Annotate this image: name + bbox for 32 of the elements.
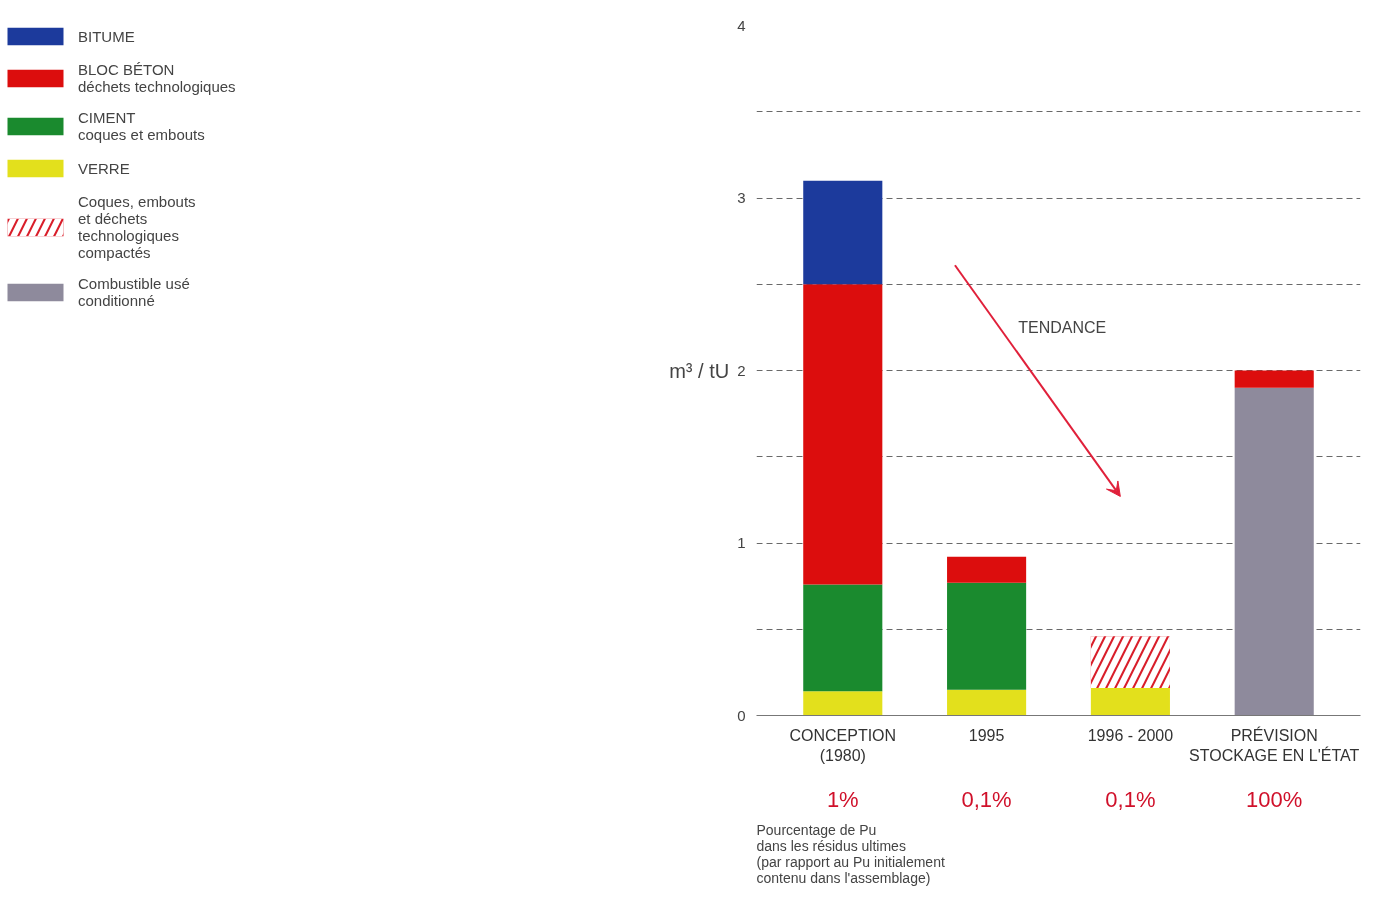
y-tick-label: 4 <box>737 16 746 34</box>
y-axis-title: m³ / tU <box>669 359 730 382</box>
x-tick-label: 1996 - 2000 <box>1087 726 1174 744</box>
bar <box>803 284 883 585</box>
y-tick-label: 2 <box>737 361 746 379</box>
bar <box>947 556 1027 583</box>
legend-label: CIMENT coques et embouts <box>78 109 205 143</box>
bar <box>947 582 1027 690</box>
bar <box>1234 387 1314 716</box>
x-tick-label: CONCEPTION (1980) <box>789 726 897 764</box>
annotation: TENDANCE <box>1018 318 1107 336</box>
text: Pourcentage de Pu dans les résidus ultimes (par rapport au Pu initialement contenu dans l'assemblage) <box>756 821 945 886</box>
bar <box>803 691 883 716</box>
y-tick-label: 3 <box>737 189 746 206</box>
text: 0,1% <box>961 786 1012 812</box>
x-tick-label: PRÉVISION STOCKAGE EN L'ÉTAT <box>1189 725 1360 764</box>
bar <box>803 180 883 285</box>
text: 0,1% <box>1105 786 1156 812</box>
legend-label: VERRE <box>78 159 130 177</box>
legend-label: Combustible usé conditionné <box>78 275 190 309</box>
legend-label: Coques, embouts et déchets technologiques compactés <box>78 193 196 261</box>
bar <box>1234 370 1314 388</box>
bar <box>803 584 883 692</box>
x-tick-label: 1995 <box>968 726 1005 744</box>
y-tick-label: 0 <box>737 706 746 724</box>
legend-label: BITUME <box>78 27 135 45</box>
text: 1% <box>826 786 859 812</box>
bar <box>1090 687 1170 716</box>
y-tick-label: 1 <box>737 534 746 551</box>
bar <box>947 689 1027 716</box>
legend-label: BLOC BÉTON déchets technologiques <box>78 61 236 95</box>
text: 100% <box>1246 786 1303 812</box>
